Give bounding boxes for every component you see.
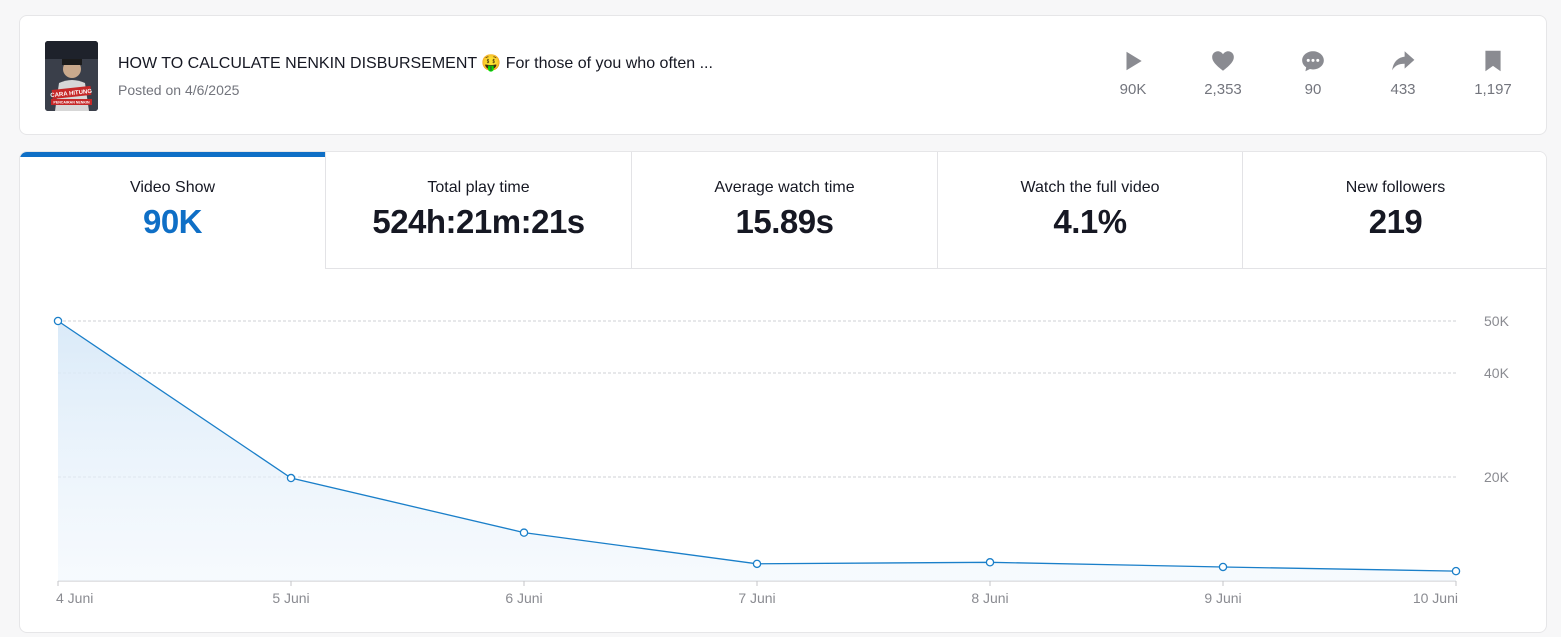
tab-value: 15.89s: [735, 203, 834, 240]
data-point[interactable]: [985, 558, 995, 567]
x-tick-label: 9 Juni: [1204, 590, 1241, 606]
thumbnail-caption: CARA HITUNG: [50, 89, 93, 99]
share-icon: [1392, 51, 1415, 71]
data-point[interactable]: [1218, 562, 1228, 572]
y-tick-label: 20K: [1484, 469, 1510, 485]
thumbnail-caption-sub: PENCAIRAN NENKIN: [53, 101, 90, 105]
bookmark-icon: [1485, 50, 1501, 72]
stat-value: 1,197: [1474, 81, 1512, 98]
chart-area: [58, 321, 1456, 581]
stat-views: 90K: [1093, 48, 1173, 98]
metric-tabs: Video Show 90K Total play time 524h:21m:…: [20, 152, 1546, 269]
y-tick-label: 50K: [1484, 313, 1510, 329]
stat-value: 90K: [1119, 81, 1147, 98]
data-point[interactable]: [519, 528, 529, 537]
stat-comments: 90: [1273, 48, 1353, 98]
video-summary-card: CARA HITUNG PENCAIRAN NENKIN HOW TO CALC…: [19, 15, 1547, 135]
tab-label: New followers: [1345, 179, 1446, 196]
video-thumbnail[interactable]: CARA HITUNG PENCAIRAN NENKIN: [45, 41, 98, 111]
tab-new-followers[interactable]: New followers 219: [1242, 152, 1546, 269]
stat-shares: 433: [1363, 48, 1443, 98]
data-point[interactable]: [1451, 566, 1461, 576]
tab-label: Total play time: [427, 179, 530, 196]
heart-icon: [1212, 51, 1234, 71]
stat-saves: 1,197: [1453, 48, 1533, 98]
tab-label: Watch the full video: [1020, 179, 1160, 196]
play-icon: [1126, 51, 1142, 71]
stat-value: 2,353: [1204, 81, 1242, 98]
tab-label: Average watch time: [714, 179, 855, 196]
x-tick-label: 6 Juni: [505, 590, 542, 606]
data-point[interactable]: [53, 316, 63, 326]
stat-value: 433: [1390, 81, 1416, 98]
tab-video-show[interactable]: Video Show 90K: [20, 152, 325, 269]
views-chart: 20K 40K 50K 4 Juni 5 Juni 6 Juni 7 Juni 8 Juni 9…: [53, 313, 1510, 606]
data-point[interactable]: [286, 473, 296, 483]
stat-likes: 2,353: [1183, 48, 1263, 98]
video-title[interactable]: HOW TO CALCULATE NENKIN DISBURSEMENT 🤑 F…: [118, 55, 713, 72]
y-tick-label: 40K: [1484, 365, 1510, 381]
tab-label: Video Show: [129, 179, 216, 196]
tab-watch-full-video[interactable]: Watch the full video 4.1%: [937, 152, 1242, 269]
x-tick-label: 8 Juni: [971, 590, 1008, 606]
tab-value: 90K: [142, 203, 203, 240]
x-tick-label: 10 Juni: [1413, 590, 1458, 606]
thumbnail-image: CARA HITUNG PENCAIRAN NENKIN: [45, 41, 98, 111]
data-point[interactable]: [752, 559, 762, 569]
tab-total-play-time[interactable]: Total play time 524h:21m:21s: [325, 152, 631, 269]
tab-value: 524h:21m:21s: [372, 203, 585, 240]
metrics-card: Video Show 90K Total play time 524h:21m:…: [19, 151, 1547, 633]
comment-icon: [1302, 51, 1324, 72]
x-tick-label: 4 Juni: [56, 590, 93, 606]
x-tick-label: 7 Juni: [738, 590, 775, 606]
posted-date: Posted on 4/6/2025: [118, 82, 240, 98]
tab-average-watch-time[interactable]: Average watch time 15.89s: [631, 152, 937, 269]
tab-value: 4.1%: [1053, 203, 1127, 240]
stat-value: 90: [1304, 81, 1322, 98]
tab-value: 219: [1368, 203, 1423, 240]
x-tick-label: 5 Juni: [272, 590, 309, 606]
